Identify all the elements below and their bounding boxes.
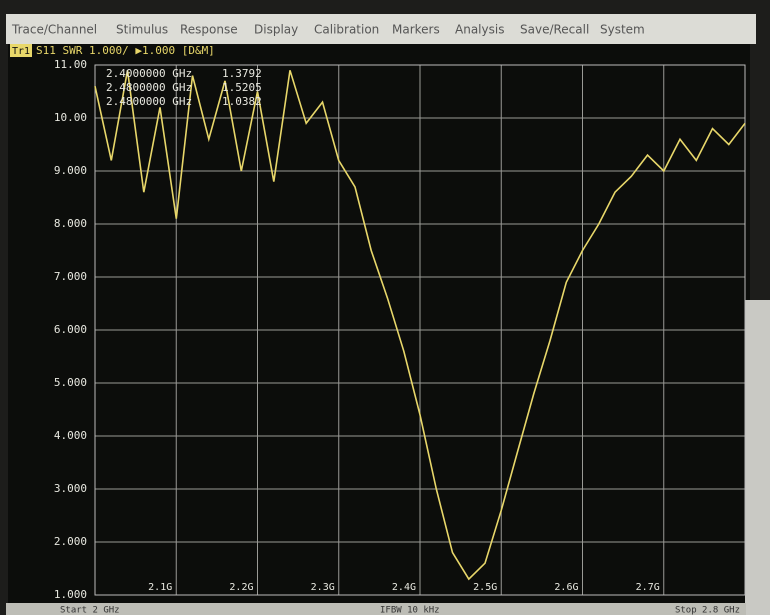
marker-value: 1.0382 [222, 95, 262, 108]
x-tick-label: 2.5G [473, 582, 497, 593]
screen [8, 44, 750, 604]
softkey-panel [745, 300, 770, 615]
status-start: Start 2 GHz [60, 606, 120, 615]
plot-frame [94, 64, 746, 596]
trace-line [94, 70, 746, 581]
menu-item: Trace/Channel [11, 23, 97, 37]
x-tick-label: 2.4G [392, 582, 416, 593]
menu-item: Markers [392, 23, 440, 37]
y-tick-label: 9.000 [54, 164, 87, 177]
marker-freq: 2.4800000 GHz [106, 95, 192, 108]
menu-item: Response [180, 23, 238, 37]
y-tick-label: 3.000 [54, 482, 87, 495]
status-bar [6, 603, 746, 615]
status-stop: Stop 2.8 GHz [675, 606, 740, 615]
y-tick-label: 8.000 [54, 217, 87, 230]
marker-freq: 2.4000000 GHz [106, 67, 192, 80]
trace-tag: Tr1 [12, 46, 30, 57]
y-tick-label: 10.00 [54, 111, 87, 124]
x-tick-label: 2.7G [636, 582, 660, 593]
y-tick-label: 2.000 [54, 535, 87, 548]
trace-tag-bg [10, 44, 32, 57]
trace-header: S11 SWR 1.000/ ▶1.000 [D&M] [36, 44, 215, 57]
menu-item: Stimulus [116, 23, 168, 37]
y-tick-label: 4.000 [54, 429, 87, 442]
y-tick-label: 5.000 [54, 376, 87, 389]
marker-freq: 2.4800000 GHz [106, 81, 192, 94]
marker-value: 1.3792 [222, 67, 262, 80]
y-tick-label: 11.00 [54, 58, 87, 71]
menu-item: Analysis [455, 23, 504, 37]
menu-bar [6, 14, 756, 44]
x-tick-label: 2.2G [229, 582, 253, 593]
menu-item: System [600, 23, 645, 37]
x-tick-label: 2.3G [311, 582, 335, 593]
menu-item: Save/Recall [520, 23, 589, 37]
y-tick-label: 1.000 [54, 588, 87, 601]
x-tick-label: 2.6G [554, 582, 578, 593]
y-tick-label: 6.000 [54, 323, 87, 336]
marker-value: 1.5205 [222, 81, 262, 94]
status-ifbw: IFBW 10 kHz [380, 606, 440, 615]
x-tick-label: 2.1G [148, 582, 172, 593]
menu-item: Calibration [314, 23, 379, 37]
y-tick-label: 7.000 [54, 270, 87, 283]
menu-item: Display [254, 23, 298, 37]
